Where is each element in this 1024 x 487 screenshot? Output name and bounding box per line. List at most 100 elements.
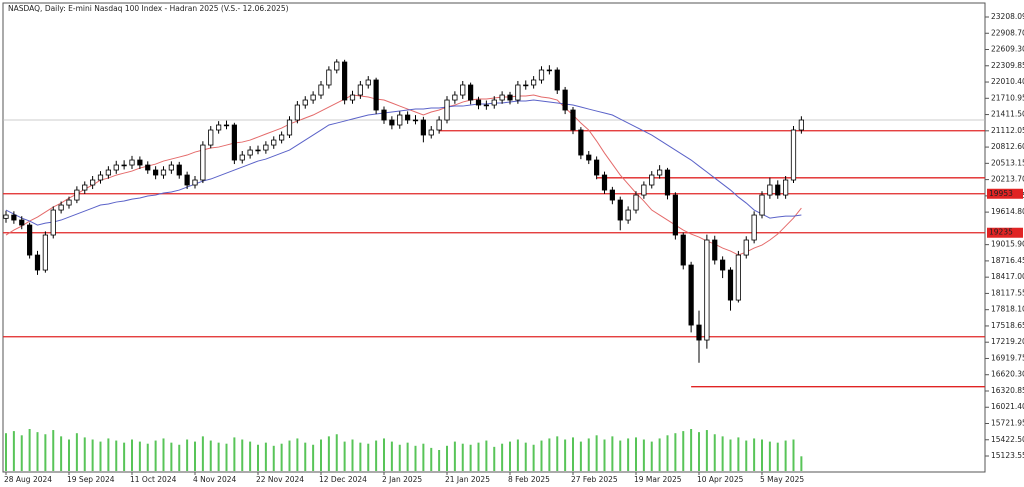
volume-bar — [209, 440, 212, 471]
volume-bar — [658, 438, 661, 471]
candle-body — [523, 84, 529, 87]
volume-bar — [131, 439, 133, 471]
volume-bar — [642, 439, 645, 471]
candle-body — [617, 199, 623, 221]
volume-bar — [115, 440, 118, 471]
candle-body — [263, 144, 269, 151]
candle-body — [688, 264, 694, 326]
volume-bar — [5, 433, 7, 471]
volume-bar — [745, 440, 748, 471]
y-tick-label: 18117.55 — [991, 288, 1024, 297]
moving-average — [5, 99, 802, 226]
candle-body — [121, 164, 127, 167]
candle-body — [546, 69, 552, 72]
candle-body — [570, 109, 576, 131]
volume-bar — [20, 435, 23, 471]
candle-body — [428, 129, 434, 136]
candle-body — [775, 184, 781, 196]
volume-bar — [241, 439, 244, 471]
x-tick-label: 19 Mar 2025 — [634, 475, 682, 484]
volume-bar — [383, 438, 385, 471]
level-label-box — [987, 227, 1023, 238]
volume-bar — [201, 436, 204, 471]
y-tick-label: 17818.10 — [991, 305, 1024, 314]
volume-bar — [83, 437, 86, 471]
volume-bar — [249, 441, 252, 471]
y-tick-label: 15422.50 — [991, 435, 1024, 444]
candle-body — [357, 84, 363, 96]
y-tick-label: 17518.65 — [991, 321, 1024, 330]
volume-bar — [217, 442, 220, 471]
candle-body — [444, 99, 450, 121]
volume-bar — [154, 440, 157, 471]
volume-bar — [52, 430, 55, 471]
plot-frame — [2, 2, 986, 473]
volume-bar — [422, 443, 425, 471]
volume-bar — [68, 439, 70, 471]
volume-bar — [713, 434, 716, 471]
candle-body — [436, 119, 442, 131]
volume-bar — [540, 440, 543, 471]
x-tick-label: 4 Nov 2024 — [193, 475, 236, 484]
volume-bar — [75, 433, 78, 471]
x-tick-label: 11 Oct 2024 — [130, 475, 177, 484]
candle-body — [318, 84, 324, 96]
candle-body — [586, 154, 592, 161]
volume-bar — [595, 435, 598, 471]
level-label-box — [987, 188, 1023, 199]
volume-bar — [493, 446, 496, 471]
candle-body — [113, 164, 119, 171]
volume-bar — [792, 439, 795, 471]
candle-body — [460, 84, 466, 96]
volume-bar — [233, 437, 236, 471]
y-tick-label: 18417.00 — [991, 272, 1024, 281]
volume-bar — [469, 444, 472, 471]
volume-bar — [296, 438, 299, 471]
candle-body — [491, 99, 497, 106]
candle-body — [381, 109, 387, 121]
candle-body — [310, 94, 316, 101]
candle-body — [798, 119, 804, 131]
volume-bar — [666, 435, 669, 471]
volume-bar — [690, 429, 693, 471]
x-tick-label: 28 Aug 2024 — [4, 475, 52, 484]
volume-bar — [516, 439, 519, 471]
y-tick-label: 20213.70 — [991, 175, 1024, 184]
volume-bar — [225, 443, 228, 471]
volume-bar — [430, 447, 433, 471]
volume-bar — [36, 432, 39, 471]
volume-bar — [272, 445, 275, 471]
y-tick-label: 15123.55 — [991, 451, 1024, 460]
volume-bar — [509, 441, 511, 471]
volume-bar — [768, 441, 771, 471]
volume-bar — [304, 442, 307, 471]
candle-body — [790, 129, 797, 181]
candle-body — [286, 119, 293, 136]
x-tick-label: 2 Jan 2025 — [382, 475, 422, 484]
x-tick-label: 12 Dec 2024 — [319, 475, 367, 484]
volume-bar — [107, 438, 110, 471]
candle-body — [743, 239, 749, 256]
volume-bar — [705, 430, 708, 471]
volume-bar — [784, 440, 787, 471]
y-tick-label: 23208.09 — [991, 12, 1024, 21]
volume-bar — [438, 450, 441, 471]
x-tick-label: 27 Feb 2025 — [571, 475, 618, 484]
y-tick-label: 15721.95 — [991, 419, 1024, 428]
y-tick-label: 22309.85 — [991, 61, 1024, 70]
candle-body — [720, 259, 726, 271]
x-tick-label: 10 Apr 2025 — [697, 475, 744, 484]
candle-body — [129, 159, 135, 166]
candle-body — [389, 119, 395, 126]
candle-body — [192, 179, 198, 186]
volume-bar — [501, 443, 504, 471]
volume-bar — [737, 437, 740, 471]
volume-bar — [257, 444, 259, 471]
candle-body — [727, 269, 734, 301]
volume-bar — [635, 437, 637, 471]
volume-bar — [178, 444, 181, 471]
volume-bar — [359, 442, 362, 471]
y-tick-label: 19614.80 — [991, 207, 1024, 216]
y-tick-label: 22908.70 — [991, 28, 1024, 37]
